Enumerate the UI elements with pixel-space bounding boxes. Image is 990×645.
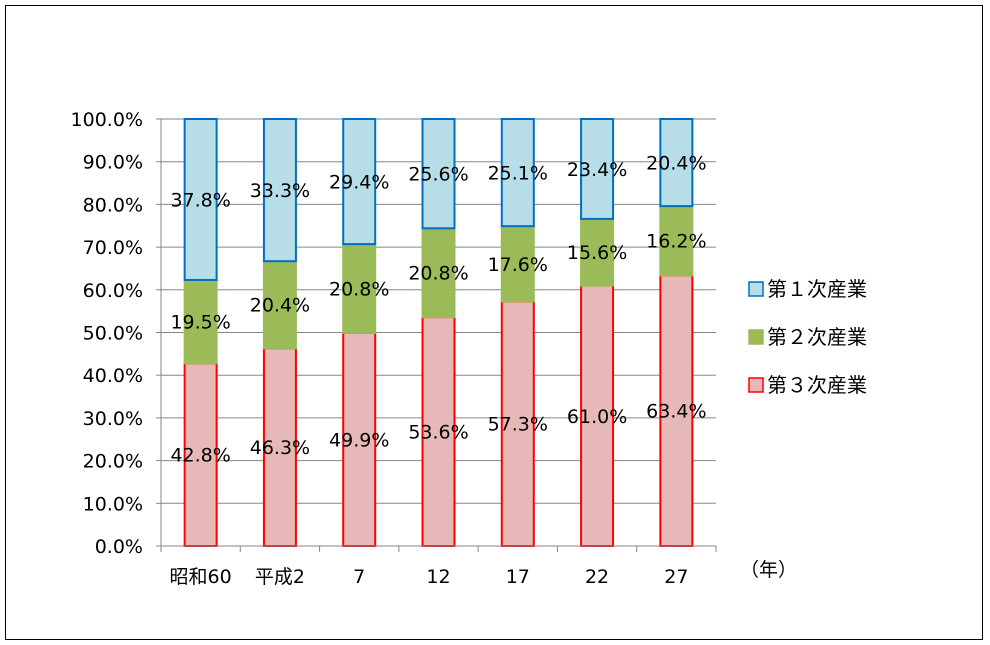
data-label: 49.9% (329, 429, 389, 451)
legend-swatch (748, 329, 764, 345)
data-label: 46.3% (250, 437, 310, 459)
bar-segment (183, 278, 218, 365)
data-label: 19.5% (170, 312, 230, 334)
data-label: 16.2% (646, 231, 706, 253)
x-category-label: 12 (426, 566, 450, 588)
y-tick-label: 10.0% (83, 493, 143, 515)
data-label: 42.8% (170, 445, 230, 467)
x-category-label: 平成2 (255, 566, 305, 588)
data-label: 15.6% (567, 242, 627, 264)
data-label: 20.4% (250, 295, 310, 317)
y-tick-label: 0.0% (95, 536, 143, 558)
data-label: 57.3% (488, 414, 548, 436)
bar-segment (183, 118, 218, 281)
data-label: 17.6% (488, 254, 548, 276)
bar-segment (580, 217, 615, 287)
bar-segment (659, 205, 694, 277)
y-tick-label: 20.0% (83, 451, 143, 473)
bar-segment (262, 260, 297, 350)
bar-segment (342, 331, 377, 547)
bar-segment (659, 118, 694, 208)
data-label: 63.4% (646, 401, 706, 423)
y-tick-label: 80.0% (83, 194, 143, 216)
x-category-label: 27 (664, 566, 688, 588)
y-tick-label: 100.0% (71, 109, 143, 131)
y-tick-label: 70.0% (83, 237, 143, 259)
x-category-label: 7 (353, 566, 365, 588)
bar-segment (421, 118, 456, 230)
y-tick-label: 40.0% (83, 365, 143, 387)
bar-segment (421, 227, 456, 319)
data-label: 29.4% (329, 172, 389, 194)
data-label: 25.1% (488, 163, 548, 185)
legend-label: 第３次産業 (767, 373, 867, 397)
bar-segment (262, 347, 297, 548)
data-label: 61.0% (567, 406, 627, 428)
data-label: 20.8% (408, 263, 468, 285)
legend-label: 第２次産業 (767, 325, 867, 349)
data-labels: 42.8% 19.5% 37.8% 46.3% 20.4% 33.3% 49.9% 20.8%… (170, 153, 706, 467)
bar-segment (500, 118, 535, 228)
data-label: 53.6% (408, 422, 468, 444)
x-axis-unit-label: （年） (740, 559, 797, 581)
legend-swatch (748, 281, 764, 297)
x-category-label: 昭和60 (170, 566, 232, 588)
y-tick-label: 90.0% (83, 152, 143, 174)
bar-segment (183, 362, 218, 547)
data-label: 20.8% (329, 279, 389, 301)
bar-segment (342, 243, 377, 334)
data-label: 33.3% (250, 180, 310, 202)
bars (183, 118, 694, 548)
bar-segment (500, 300, 535, 548)
data-label: 20.4% (646, 153, 706, 175)
legend-label: 第１次産業 (767, 277, 867, 301)
bar-segment (580, 118, 615, 220)
x-category-label: 17 (506, 566, 530, 588)
y-tick-label: 60.0% (83, 280, 143, 302)
bar-segment (421, 316, 456, 547)
data-label: 37.8% (170, 189, 230, 211)
data-label: 25.6% (408, 164, 468, 186)
y-tick-label: 50.0% (83, 323, 143, 345)
bar-segment (262, 118, 297, 263)
chart-frame (5, 5, 983, 640)
bar-segment (342, 118, 377, 246)
y-tick-label: 30.0% (83, 408, 143, 430)
axes: 0.0% 10.0% 20.0% 30.0% 40.0% 50.0% 60.0% 70.0% 8… (71, 109, 717, 588)
bar-segment (500, 225, 535, 303)
data-label: 23.4% (567, 159, 627, 181)
x-category-label: 22 (585, 566, 609, 588)
bar-segment (580, 284, 615, 547)
legend-swatch (748, 377, 764, 393)
